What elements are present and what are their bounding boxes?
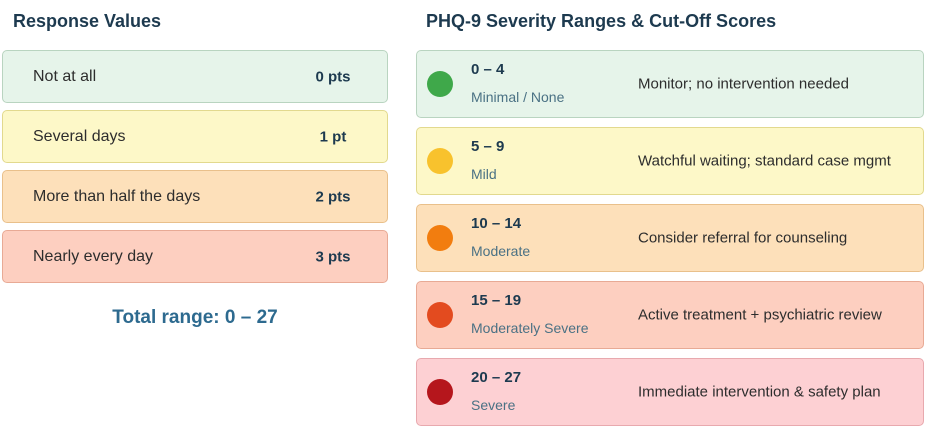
severity-action: Consider referral for counseling <box>638 229 848 247</box>
response-points: 1 pt <box>319 128 347 145</box>
response-row: Several days 1 pt <box>2 110 388 163</box>
severity-ranges-heading: PHQ-9 Severity Ranges & Cut-Off Scores <box>426 11 777 31</box>
severity-action: Monitor; no intervention needed <box>638 75 849 93</box>
severity-indicator-dot <box>427 225 453 251</box>
severity-label: Moderately Severe <box>471 320 589 336</box>
severity-label: Severe <box>471 397 516 413</box>
total-range: Total range: 0 – 27 <box>112 307 278 328</box>
severity-score-range: 10 – 14 <box>471 215 522 232</box>
severity-action: Active treatment + psychiatric review <box>638 306 882 324</box>
response-values-list: Not at all 0 pts Several days 1 pt More … <box>2 50 388 290</box>
response-label: More than half the days <box>33 187 201 205</box>
response-row: Nearly every day 3 pts <box>2 230 388 283</box>
severity-score-range: 5 – 9 <box>471 138 505 155</box>
severity-row: 20 – 27 Severe Immediate intervention & … <box>416 358 924 426</box>
response-row: More than half the days 2 pts <box>2 170 388 223</box>
response-points: 3 pts <box>315 248 351 265</box>
severity-indicator-dot <box>427 302 453 328</box>
severity-label: Minimal / None <box>471 89 565 105</box>
severity-row: 0 – 4 Minimal / None Monitor; no interve… <box>416 50 924 118</box>
severity-indicator-dot <box>427 71 453 97</box>
severity-score-range: 0 – 4 <box>471 61 505 78</box>
severity-row: 15 – 19 Moderately Severe Active treatme… <box>416 281 924 349</box>
response-label: Nearly every day <box>33 247 154 265</box>
severity-row: 10 – 14 Moderate Consider referral for c… <box>416 204 924 272</box>
response-row: Not at all 0 pts <box>2 50 388 103</box>
severity-row: 5 – 9 Mild Watchful waiting; standard ca… <box>416 127 924 195</box>
severity-label: Mild <box>471 166 497 182</box>
severity-score-range: 20 – 27 <box>471 369 522 386</box>
severity-action: Watchful waiting; standard case mgmt <box>638 152 891 170</box>
response-label: Several days <box>33 127 126 145</box>
severity-label: Moderate <box>471 243 531 259</box>
response-points: 2 pts <box>315 188 351 205</box>
severity-ranges-list: 0 – 4 Minimal / None Monitor; no interve… <box>416 50 924 435</box>
severity-indicator-dot <box>427 379 453 405</box>
response-label: Not at all <box>33 67 97 85</box>
severity-score-range: 15 – 19 <box>471 292 522 309</box>
response-points: 0 pts <box>315 68 351 85</box>
severity-action: Immediate intervention & safety plan <box>638 383 881 401</box>
severity-indicator-dot <box>427 148 453 174</box>
response-values-heading: Response Values <box>13 11 162 31</box>
